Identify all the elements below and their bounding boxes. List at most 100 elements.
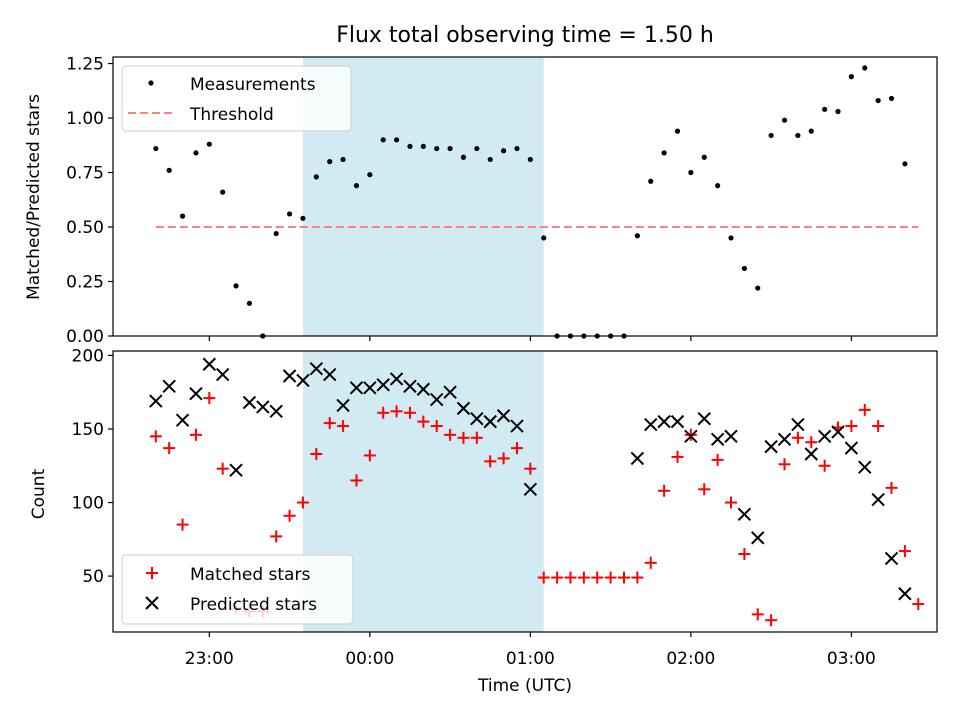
- predicted-point: [764, 439, 778, 454]
- matched-point: [337, 420, 350, 433]
- matched-point: [684, 428, 697, 441]
- predicted-point: [242, 395, 257, 410]
- predicted-point: [737, 507, 752, 522]
- measurement-point: [474, 145, 480, 152]
- matched-point: [403, 406, 416, 419]
- x-tick-label: 01:00: [506, 649, 555, 669]
- predicted-point: [403, 379, 417, 394]
- legend-threshold-label: Threshold: [189, 105, 274, 125]
- measurement-point: [741, 265, 747, 272]
- matched-point: [725, 496, 737, 509]
- measurement-point: [300, 215, 306, 221]
- measurement-point: [648, 178, 654, 184]
- predicted-point: [831, 425, 845, 439]
- predicted-point: [657, 414, 671, 429]
- matched-point: [791, 431, 804, 444]
- predicted-point: [858, 460, 872, 474]
- measurement-point: [822, 106, 828, 112]
- measurement-point: [541, 235, 547, 241]
- matched-point: [510, 442, 523, 455]
- predicted-point: [510, 419, 524, 433]
- bottom-panel: 50 100 150 200 23:00 00:00 01:00 02:00 03:00 Co…: [29, 346, 938, 696]
- legend-measurements-marker: [148, 80, 154, 86]
- y-tick-label: 50: [82, 567, 104, 587]
- predicted-point: [791, 417, 805, 432]
- matched-point: [484, 455, 497, 468]
- y-tick-label: 150: [72, 420, 104, 440]
- measurement-point: [353, 183, 360, 189]
- predicted-point: [670, 414, 685, 429]
- measurement-point: [514, 145, 520, 152]
- predicted-point: [871, 492, 885, 507]
- predicted-point: [456, 401, 471, 416]
- y-tick-label: 100: [72, 494, 104, 514]
- top-legend: Measurements Threshold: [121, 65, 352, 132]
- measurement-point: [193, 150, 199, 156]
- y-tick-label: 0.50: [66, 218, 104, 238]
- matched-point: [631, 571, 644, 584]
- matched-point: [658, 484, 671, 497]
- measurement-point: [460, 154, 467, 160]
- measurement-point: [447, 145, 453, 152]
- bottom-y-axis-label: Count: [29, 468, 49, 519]
- y-tick-label: 0.25: [66, 273, 104, 293]
- measurement-point: [273, 230, 279, 237]
- matched-point: [765, 614, 778, 627]
- bottom-plot-frame: [112, 350, 938, 633]
- matched-point: [591, 571, 604, 584]
- measurement-point: [862, 65, 868, 71]
- predicted-point: [777, 432, 792, 446]
- measurement-point: [380, 137, 386, 143]
- matched-point: [444, 428, 457, 441]
- matched-point: [912, 598, 925, 611]
- predicted-point: [363, 381, 377, 395]
- measurement-point: [715, 183, 721, 189]
- measurement-point: [206, 141, 212, 147]
- predicted-point: [684, 429, 698, 444]
- legend-measurements-label: Measurements: [190, 75, 316, 95]
- x-tick-label: 02:00: [666, 649, 715, 669]
- predicted-point: [804, 447, 818, 461]
- predicted-point: [630, 451, 645, 466]
- predicted-point: [523, 482, 538, 497]
- measurement-point: [781, 117, 788, 123]
- predicted-point: [898, 587, 912, 601]
- predicted-point: [496, 409, 511, 423]
- predicted-point: [884, 551, 899, 566]
- measurement-point: [153, 145, 159, 152]
- matched-point: [872, 420, 885, 433]
- matched-point: [644, 556, 657, 569]
- matched-point: [377, 406, 390, 419]
- legend-matched-label: Matched stars: [190, 565, 310, 585]
- predicted-point: [215, 367, 230, 382]
- matched-point: [577, 571, 590, 584]
- matched-point: [524, 462, 537, 475]
- predicted-point: [751, 531, 765, 545]
- predicted-point: [376, 378, 390, 392]
- y-tick-label: 0.00: [66, 327, 104, 347]
- matched-point: [537, 571, 550, 584]
- bottom-legend: Matched stars Predicted stars: [121, 554, 354, 625]
- measurement-point: [768, 132, 774, 139]
- predicted-point: [296, 373, 310, 388]
- y-tick-label: 200: [72, 346, 104, 366]
- measurement-point: [661, 150, 667, 156]
- predicted-point: [430, 392, 444, 407]
- legend-predicted-label: Predicted stars: [190, 595, 317, 615]
- predicted-point: [844, 441, 859, 455]
- predicted-point: [483, 414, 497, 429]
- chart-title: Flux total observing time = 1.50 h: [336, 23, 714, 48]
- predicted-point: [817, 429, 832, 444]
- predicted-point: [189, 386, 203, 401]
- matched-point: [390, 405, 403, 418]
- matched-point: [149, 430, 162, 443]
- predicted-point: [697, 411, 711, 426]
- predicted-point: [309, 361, 324, 376]
- top-y-axis-label: Matched/Predicted stars: [24, 94, 44, 300]
- measurement-point: [393, 137, 400, 143]
- matched-point: [203, 392, 216, 405]
- matched-point: [430, 420, 443, 433]
- legend-predicted-marker: [145, 596, 159, 610]
- matched-point: [617, 571, 630, 584]
- matched-point: [751, 608, 764, 621]
